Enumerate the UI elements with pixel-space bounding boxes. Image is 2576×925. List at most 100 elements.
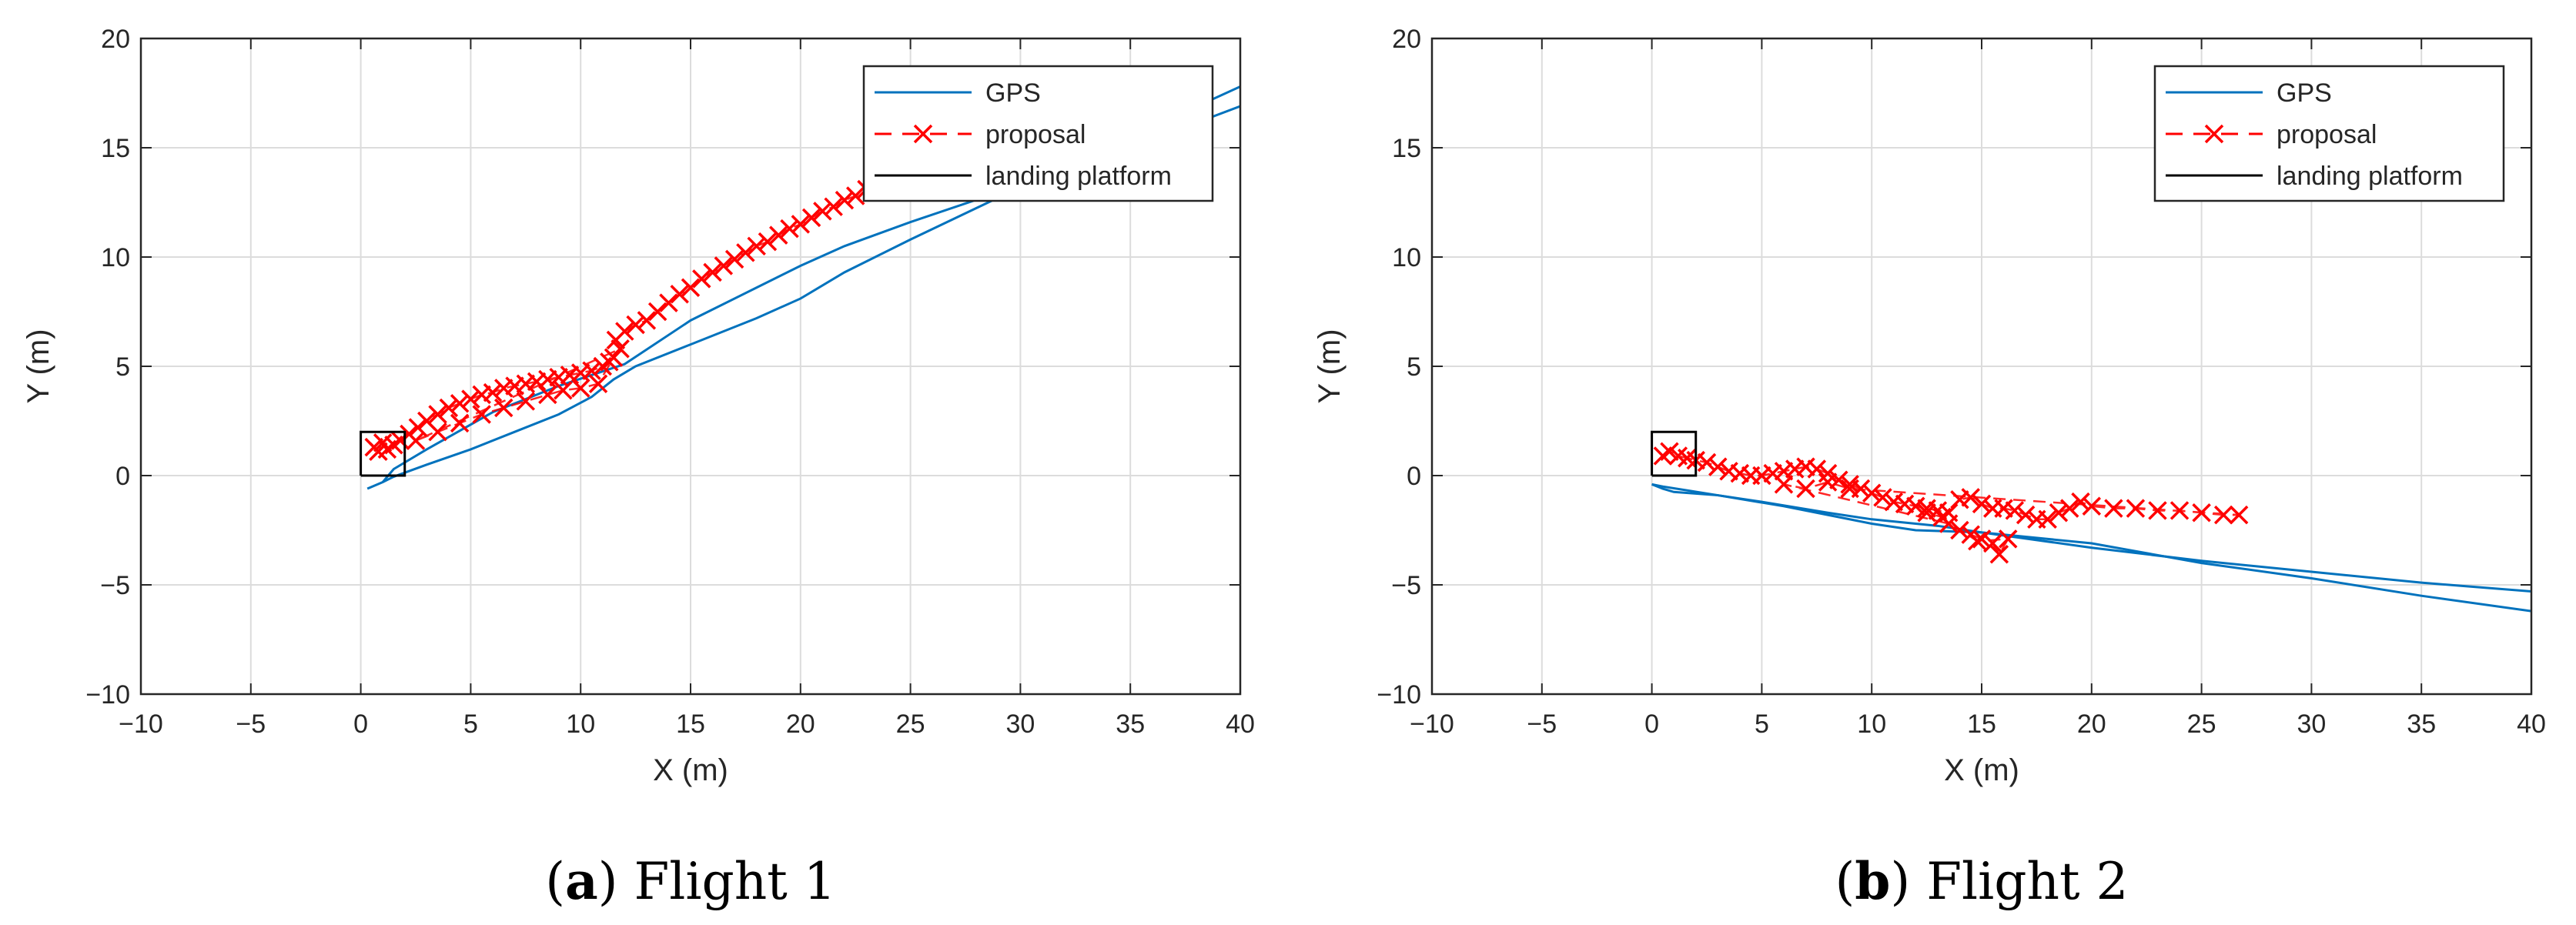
x-tick-label: 15: [676, 710, 705, 739]
proposal-marker: [2049, 503, 2069, 523]
proposal-marker: [2104, 499, 2123, 518]
proposal-marker-stroke: [1807, 459, 1827, 479]
proposal-marker-stroke: [2170, 501, 2190, 520]
axes-box: [1430, 37, 2533, 696]
proposal-marker: [813, 202, 832, 221]
proposal-marker: [1862, 483, 1882, 503]
x-tick-label: 35: [1116, 710, 1145, 739]
proposal-marker: [472, 405, 491, 424]
legend: GPS proposal landing platform: [862, 65, 1214, 202]
proposal-marker-stroke: [1972, 494, 1992, 514]
proposal-marker-stroke: [681, 278, 701, 297]
proposal-marker-stroke: [2213, 505, 2233, 525]
proposal-marker-stroke: [1932, 507, 1952, 527]
proposal-marker: [681, 278, 701, 297]
proposal-marker: [428, 422, 447, 442]
plot-area: [1651, 430, 2531, 613]
proposal-marker: [450, 413, 470, 433]
proposal-marker-stroke: [516, 392, 536, 411]
proposal-marker: [1840, 475, 1859, 494]
x-tick-label: 20: [786, 710, 815, 739]
proposal-marker-stroke: [588, 374, 608, 393]
proposal-marker-stroke: [1678, 449, 1697, 468]
proposal-marker: [390, 431, 410, 450]
proposal-marker: [1807, 459, 1827, 479]
proposal-marker-stroke: [2082, 496, 2102, 516]
proposal-marker-stroke: [758, 232, 778, 252]
proposal-marker-stroke: [703, 262, 722, 282]
proposal-marker-stroke: [406, 431, 426, 450]
proposal-marker-stroke: [2049, 503, 2069, 523]
proposal-marker-stroke: [2038, 509, 2057, 529]
x-tick-label: 30: [1005, 710, 1035, 739]
proposal-marker-stroke: [626, 315, 645, 335]
proposal-marker: [483, 382, 503, 402]
caption-text: Flight 1: [634, 852, 835, 911]
proposal-marker: [714, 256, 734, 275]
proposal-marker-stroke: [1796, 457, 1815, 476]
proposal-marker-stroke: [611, 339, 630, 359]
proposal-marker-stroke: [1906, 496, 1925, 516]
x-tick-label: 5: [1755, 710, 1769, 739]
caption-paren-close: ): [598, 852, 634, 911]
landing-platform-box: [360, 430, 406, 477]
proposal-marker: [2060, 499, 2079, 518]
proposal-marker-stroke: [1660, 442, 1679, 461]
proposal-marker: [450, 394, 470, 413]
proposal-marker: [724, 249, 744, 269]
x-tick-label: −5: [236, 710, 266, 739]
proposal-marker: [2170, 501, 2190, 520]
figure-caption: (b) Flight 2: [1835, 851, 2129, 911]
proposal-marker-stroke: [714, 256, 734, 275]
proposal-marker: [1917, 503, 1936, 523]
proposal-marker: [1999, 529, 2018, 549]
proposal-marker-stroke: [1873, 488, 1892, 507]
proposal-marker-stroke: [1840, 475, 1859, 494]
x-tick-label: 25: [896, 710, 925, 739]
figure-caption: (a) Flight 1: [545, 851, 836, 911]
chart-panel-1: −10 −5 0 5 10 15 20 25 30 35 40 −10 −5 0 5 10 15 20 X (m) Y…: [22, 25, 1255, 911]
legend-label: GPS: [2277, 78, 2332, 108]
proposal-marker-stroke: [769, 225, 788, 245]
gps-line: [1651, 483, 2531, 613]
legend-marker-proposal: [913, 124, 933, 144]
x-tick-label: 35: [2407, 710, 2436, 739]
proposal-marker-stroke: [2016, 505, 2036, 525]
proposal-marker: [1989, 545, 2009, 564]
proposal-marker: [670, 285, 689, 304]
proposal-marker: [1950, 520, 1969, 540]
caption-paren-open: (: [1835, 852, 1855, 911]
proposal-marker-stroke: [2126, 499, 2146, 518]
caption-letter: a: [565, 851, 598, 911]
proposal-marker-stroke: [417, 411, 437, 431]
x-tick-label: 0: [1644, 710, 1659, 739]
legend-box: [862, 65, 1214, 202]
caption-letter: b: [1855, 851, 1890, 911]
proposal-marker: [769, 225, 788, 245]
legend-label: proposal: [2277, 120, 2377, 149]
proposal-marker-stroke: [2229, 505, 2249, 525]
y-tick-label: 0: [1407, 462, 1421, 491]
proposal-marker: [2148, 501, 2167, 520]
proposal-marker-stroke: [2104, 499, 2123, 518]
proposal-marker-stroke: [582, 361, 601, 380]
proposal-marker-stroke: [1884, 492, 1903, 512]
y-tick-label: 20: [1392, 25, 1421, 54]
proposal-marker: [758, 232, 778, 252]
proposal-marker: [461, 389, 480, 409]
caption-paren-close: ): [1890, 852, 1926, 911]
proposal-marker-stroke: [2192, 503, 2211, 523]
proposal-marker-stroke: [1950, 520, 1969, 540]
y-tick-label: −5: [1391, 571, 1421, 600]
proposal-marker: [824, 197, 843, 216]
x-tick-label: −5: [1527, 710, 1557, 739]
proposal-marker-stroke: [1668, 446, 1688, 466]
proposal-marker-stroke: [1719, 462, 1738, 481]
y-tick-label: −10: [85, 680, 130, 710]
proposal-marker: [1818, 463, 1838, 483]
y-tick-label: 5: [1407, 352, 1421, 382]
proposal-marker-stroke: [1818, 473, 1838, 492]
proposal-marker: [2213, 505, 2233, 525]
proposal-marker: [428, 405, 447, 424]
